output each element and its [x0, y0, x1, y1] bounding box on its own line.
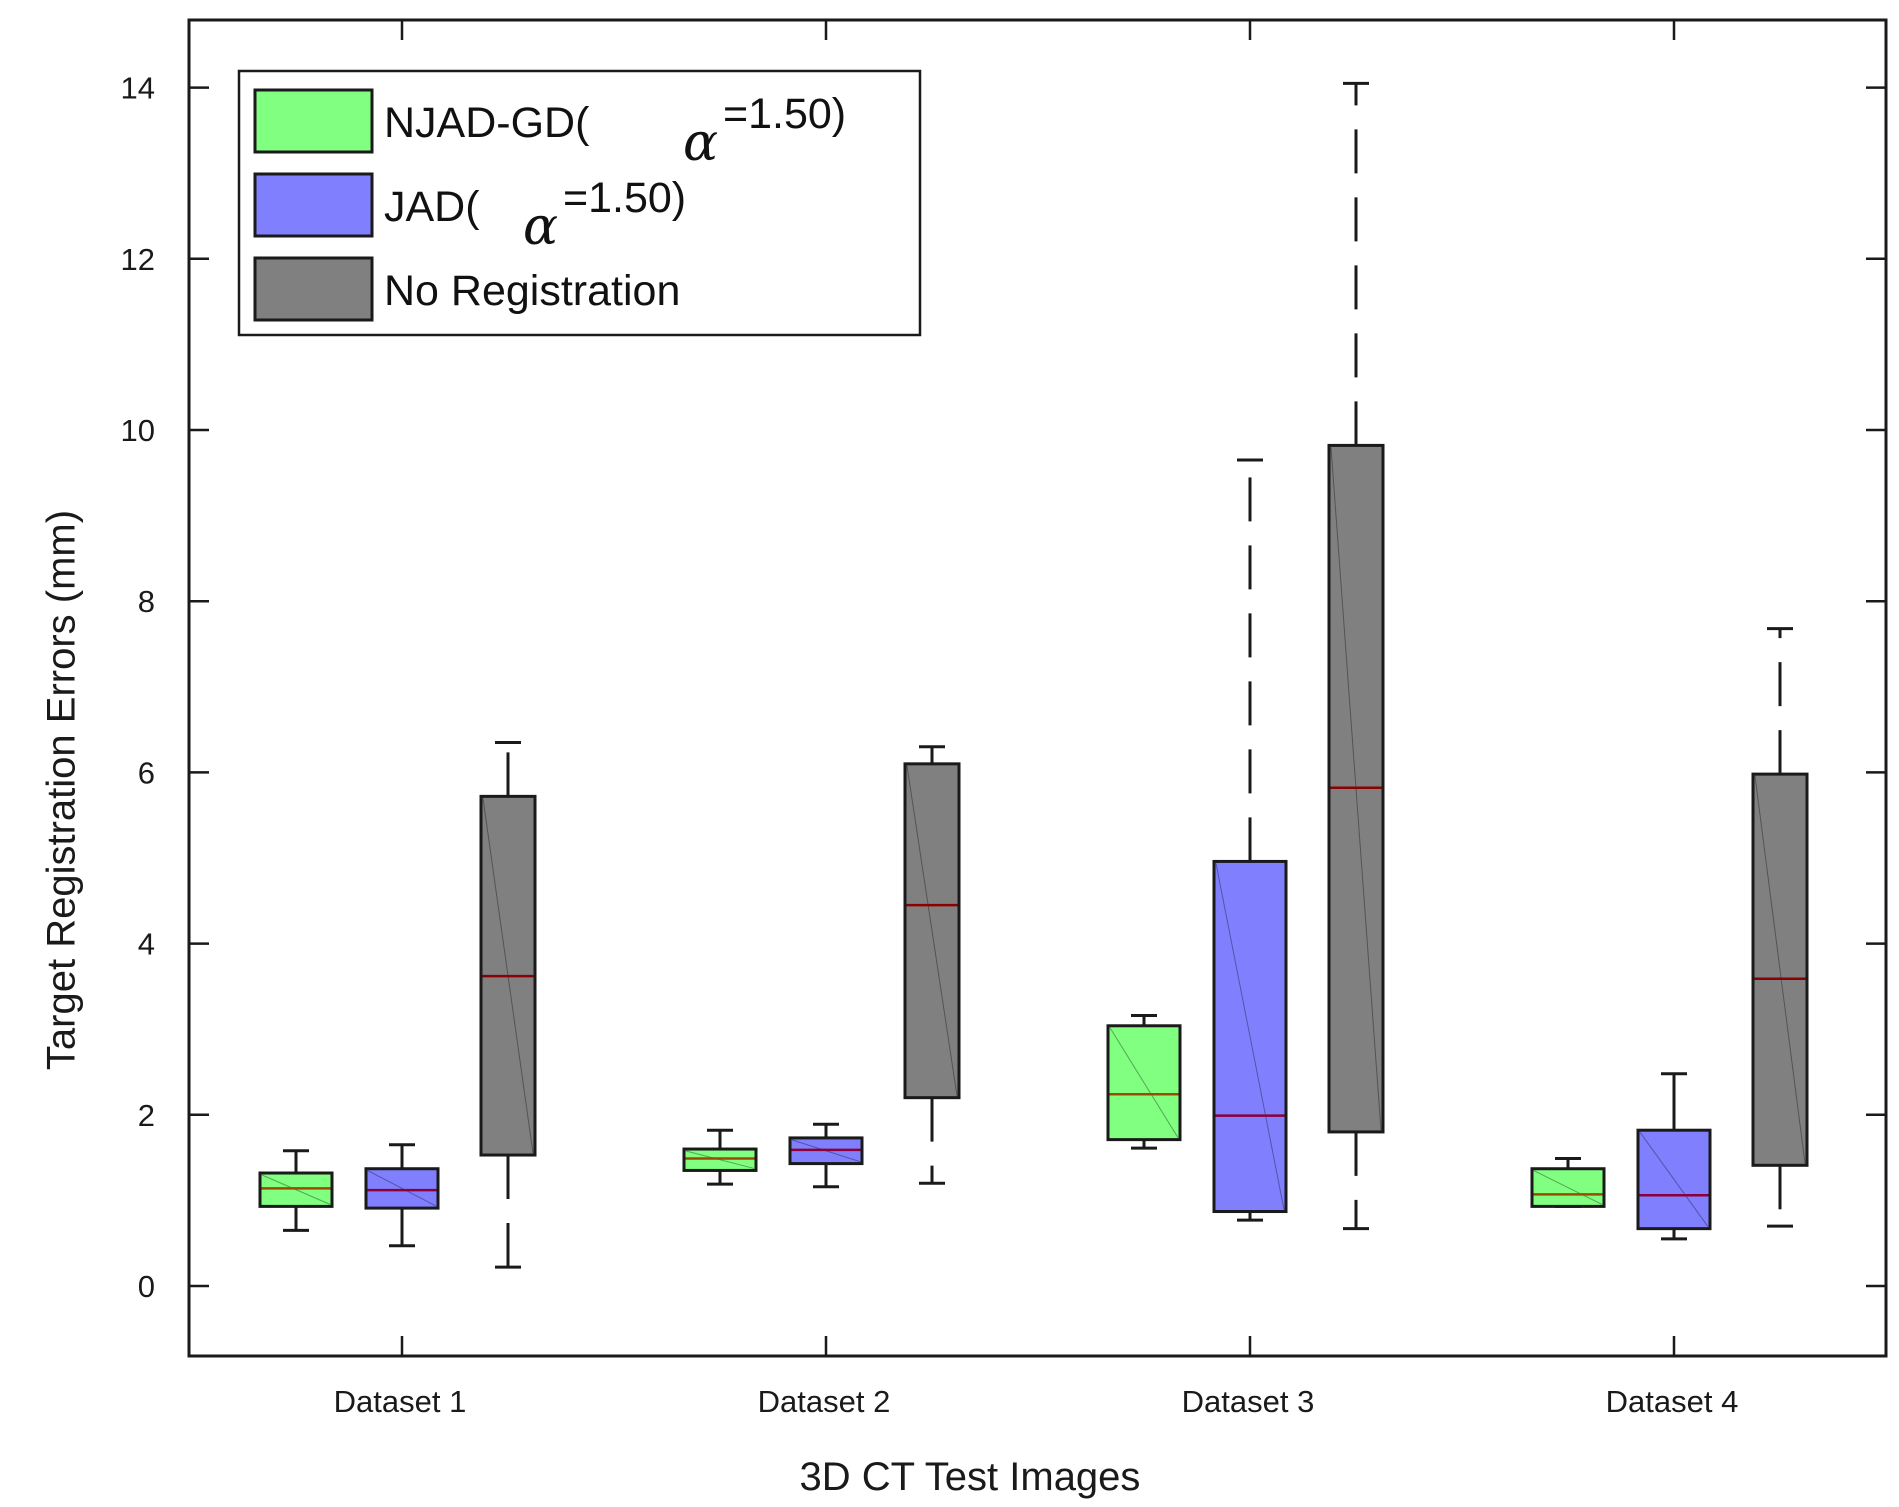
box-diagonal	[1533, 1170, 1603, 1205]
legend-label: NJAD-GD(	[384, 99, 590, 147]
legend-swatch	[253, 172, 374, 238]
box-iqr	[1212, 859, 1288, 1214]
legend-swatch	[253, 256, 374, 322]
box-iqr	[1106, 1024, 1182, 1142]
legend-param: =1.50)	[723, 90, 846, 138]
alpha-symbol: α	[683, 113, 718, 173]
box-jad--2	[788, 1122, 864, 1189]
box-njad-gd--1	[258, 1149, 334, 1232]
y-tick-label: 2	[138, 1098, 155, 1133]
legend-param: =1.50)	[563, 174, 686, 222]
legend-label: No Registration	[384, 267, 680, 315]
box-jad--1	[364, 1143, 440, 1248]
y-tick-label: 14	[121, 71, 155, 106]
box-no-registration-3	[1327, 81, 1385, 1231]
tick-labels: 0 2 4 6 8 10 12 14 Dataset 1 Dataset 2 Dataset 3 Da…	[121, 71, 1739, 1419]
y-tick-label: 10	[121, 413, 155, 448]
alpha-symbol: α	[523, 197, 558, 257]
box-diagonal	[261, 1174, 331, 1205]
y-tick-label: 12	[121, 242, 155, 277]
box-iqr	[1636, 1128, 1712, 1231]
y-tick-label: 4	[138, 927, 155, 962]
box-njad-gd--2	[682, 1128, 758, 1186]
y-tick-label: 8	[138, 584, 155, 619]
box-njad-gd--4	[1530, 1156, 1606, 1208]
legend-label: JAD(	[384, 183, 480, 231]
box-diagonal	[367, 1170, 437, 1207]
axis-ticks	[189, 20, 1886, 1356]
box-iqr	[1751, 772, 1809, 1167]
box-no-registration-2	[903, 745, 961, 1185]
legend: NJAD-GD(α =1.50)JAD(α =1.50)No Registratio…	[237, 69, 922, 337]
box-iqr	[903, 762, 961, 1100]
box-diagonal	[1754, 776, 1806, 1164]
x-tick-label: Dataset 2	[758, 1384, 891, 1419]
x-tick-label: Dataset 3	[1182, 1384, 1315, 1419]
box-iqr	[258, 1171, 334, 1208]
box-diagonal	[906, 765, 958, 1096]
plot-area-frame	[187, 18, 1888, 1358]
box-diagonal	[685, 1150, 755, 1169]
box-diagonal	[1215, 863, 1285, 1210]
x-tick-label: Dataset 4	[1606, 1384, 1739, 1419]
x-tick-label: Dataset 1	[334, 1384, 467, 1419]
box-no-registration-4	[1751, 627, 1809, 1228]
x-axis-title: 3D CT Test Images	[800, 1455, 1141, 1499]
box-diagonal	[1109, 1027, 1179, 1138]
box-diagonal	[1639, 1131, 1709, 1227]
legend-swatch	[253, 88, 374, 154]
box-njad-gd--3	[1106, 1014, 1182, 1150]
plot-marks	[258, 81, 1809, 1269]
y-axis-title: Target Registration Errors (mm)	[40, 510, 84, 1070]
box-no-registration-1	[479, 740, 537, 1269]
box-iqr	[1530, 1167, 1606, 1208]
box-jad--4	[1636, 1072, 1712, 1241]
y-tick-label: 6	[138, 755, 155, 790]
box-jad--3	[1212, 458, 1288, 1222]
box-iqr	[682, 1147, 758, 1172]
box-iqr	[364, 1167, 440, 1210]
y-tick-label: 0	[138, 1269, 155, 1304]
